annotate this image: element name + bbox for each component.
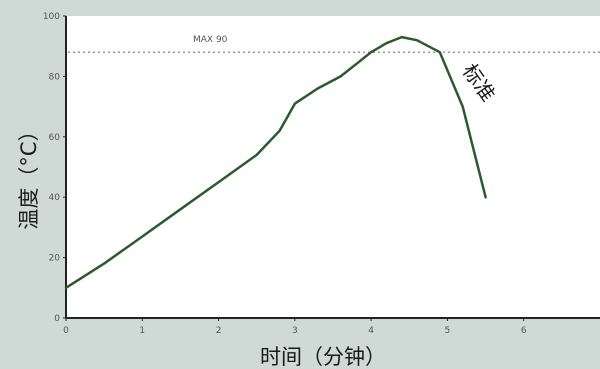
- x-tick-label: 2: [216, 326, 222, 336]
- x-tick-label: 0: [63, 326, 69, 336]
- y-tick-label: 40: [49, 193, 61, 203]
- y-tick-label: 100: [43, 12, 60, 22]
- x-tick-label: 6: [521, 326, 527, 336]
- x-tick-label: 3: [292, 326, 298, 336]
- y-tick-label: 20: [49, 254, 61, 264]
- y-tick-label: 60: [49, 133, 61, 143]
- y-axis-ticks: 0 20 40 60 80 100: [43, 12, 66, 324]
- x-axis-ticks: 0 1 2 3 4 5 6: [63, 318, 527, 336]
- x-axis-title: 时间（分钟）: [260, 345, 386, 369]
- reference-line-label: MAX 90: [193, 35, 228, 45]
- x-tick-label: 4: [368, 326, 374, 336]
- plot-area: [66, 16, 600, 318]
- y-tick-label: 0: [54, 314, 60, 324]
- y-tick-label: 80: [49, 72, 61, 82]
- series-group: 标准: [64, 35, 500, 290]
- y-axis-title: 温度（°C）: [17, 120, 41, 229]
- series-line: [64, 35, 487, 290]
- x-tick-label: 5: [445, 326, 451, 336]
- x-tick-label: 1: [139, 326, 145, 336]
